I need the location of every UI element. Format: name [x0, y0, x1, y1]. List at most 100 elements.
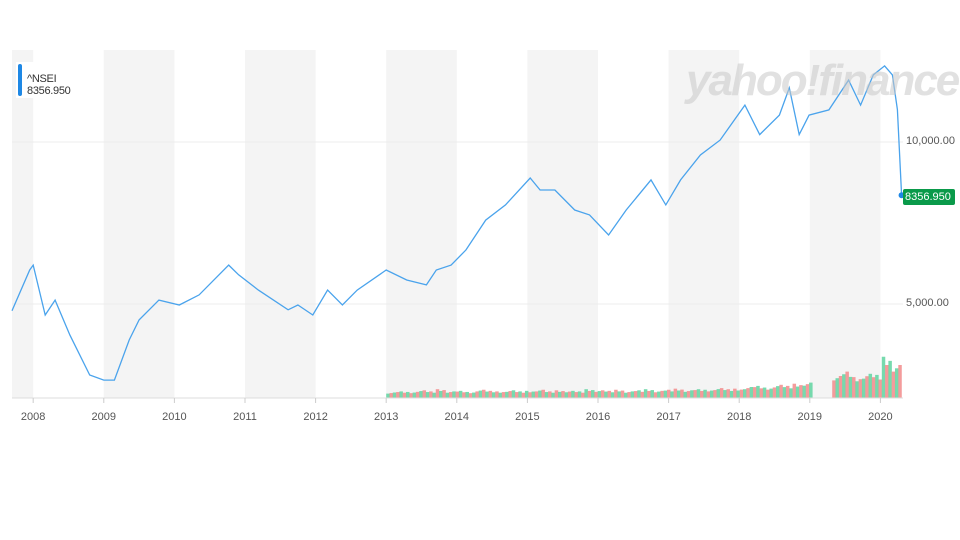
x-tick-label: 2012: [303, 411, 328, 423]
volume-bar: [693, 390, 697, 398]
volume-bar: [591, 390, 595, 398]
volume-bar: [442, 390, 446, 398]
volume-bar: [617, 391, 621, 398]
volume-bar: [439, 390, 443, 398]
volume-bar: [544, 392, 549, 398]
volume-bar: [475, 391, 479, 398]
volume-bar: [723, 390, 727, 398]
volume-bar: [567, 391, 572, 398]
volume-bar: [789, 388, 793, 398]
volume-bar: [845, 371, 849, 398]
volume-bar: [792, 383, 797, 398]
volume-bar: [855, 381, 859, 398]
volume-bar: [809, 382, 813, 398]
volume-bar: [868, 373, 873, 398]
volume-bar: [713, 390, 717, 398]
volume-bar: [396, 392, 400, 398]
volume-bar: [653, 392, 658, 398]
volume-bar: [776, 386, 780, 398]
year-band: [244, 50, 316, 398]
volume-bar: [581, 392, 585, 398]
x-tick-label: 2016: [585, 411, 611, 423]
volume-bar: [505, 391, 509, 398]
volume-bar: [452, 391, 456, 398]
series-color-marker: [18, 64, 22, 96]
volume-bar: [600, 390, 605, 398]
volume-bar: [587, 390, 592, 398]
volume-bar: [733, 388, 737, 398]
volume-bar: [894, 368, 899, 398]
volume-bar: [746, 388, 750, 398]
volume-bar: [524, 390, 529, 398]
x-tick-label: 2019: [797, 411, 823, 423]
volume-bar: [620, 390, 625, 398]
volume-bar: [785, 385, 790, 398]
y-tick-label: 10,000.00: [906, 135, 955, 147]
volume-bar: [554, 390, 559, 398]
volume-bar: [749, 387, 754, 398]
volume-bar: [402, 392, 407, 398]
legend[interactable]: ^NSEI 8356.950: [16, 62, 96, 98]
volume-bar: [425, 392, 430, 398]
volume-bar: [881, 356, 886, 398]
volume-bar: [571, 390, 575, 398]
volume-bar: [419, 391, 423, 398]
volume-bar: [680, 389, 684, 398]
volume-bar: [670, 391, 674, 398]
x-tick-label: 2013: [373, 411, 399, 423]
volume-bar: [673, 388, 678, 398]
year-band: [668, 50, 740, 398]
volume-bar: [485, 391, 489, 398]
volume-bar: [482, 389, 486, 398]
volume-bar: [478, 390, 483, 398]
volume-bar: [551, 392, 555, 398]
volume-bar: [472, 392, 476, 398]
volume-bar: [650, 390, 654, 398]
volume-bar: [795, 386, 800, 398]
x-tick-label: 2009: [91, 411, 117, 423]
volume-bar: [898, 365, 902, 398]
x-tick-label: 2020: [868, 411, 893, 423]
volume-bar: [561, 391, 565, 398]
volume-bar: [762, 387, 767, 398]
x-tick-label: 2014: [444, 411, 470, 423]
volume-bar: [858, 379, 863, 398]
volume-bar: [838, 376, 843, 398]
volume-bar: [518, 391, 522, 398]
volume-bar: [455, 391, 460, 398]
volume-bar: [528, 392, 532, 398]
x-tick-label: 2011: [233, 411, 257, 423]
volume-bar: [719, 388, 724, 398]
year-band: [527, 50, 598, 398]
volume-bar: [779, 384, 783, 398]
volume-bar: [429, 391, 433, 398]
volume-bar: [782, 387, 787, 398]
volume-bar: [498, 392, 503, 398]
volume-bar: [871, 377, 876, 398]
volume-bar: [848, 376, 853, 398]
volume-bar: [445, 392, 450, 398]
volume-bar: [409, 393, 413, 398]
last-price-label: 8356.950: [903, 189, 955, 205]
volume-bar: [488, 390, 493, 398]
volume-bar: [495, 391, 499, 398]
volume-bar: [508, 391, 512, 398]
volume-bar: [709, 390, 714, 398]
volume-bar: [637, 390, 641, 398]
price-line: [11, 65, 903, 381]
volume-bar: [805, 384, 810, 398]
volume-bar: [643, 389, 648, 398]
volume-bar: [534, 391, 539, 398]
volume-bar: [392, 392, 397, 398]
volume-bar: [389, 393, 393, 398]
volume-bar: [716, 389, 721, 398]
year-band: [386, 50, 457, 398]
volume-bar: [541, 389, 545, 398]
volume-bar: [647, 390, 651, 398]
volume-bar: [386, 393, 390, 398]
volume-bar: [729, 390, 734, 398]
volume-bar: [663, 390, 668, 398]
volume-bar: [557, 391, 562, 398]
volume-bar: [633, 391, 638, 398]
volume-bar: [799, 385, 803, 398]
